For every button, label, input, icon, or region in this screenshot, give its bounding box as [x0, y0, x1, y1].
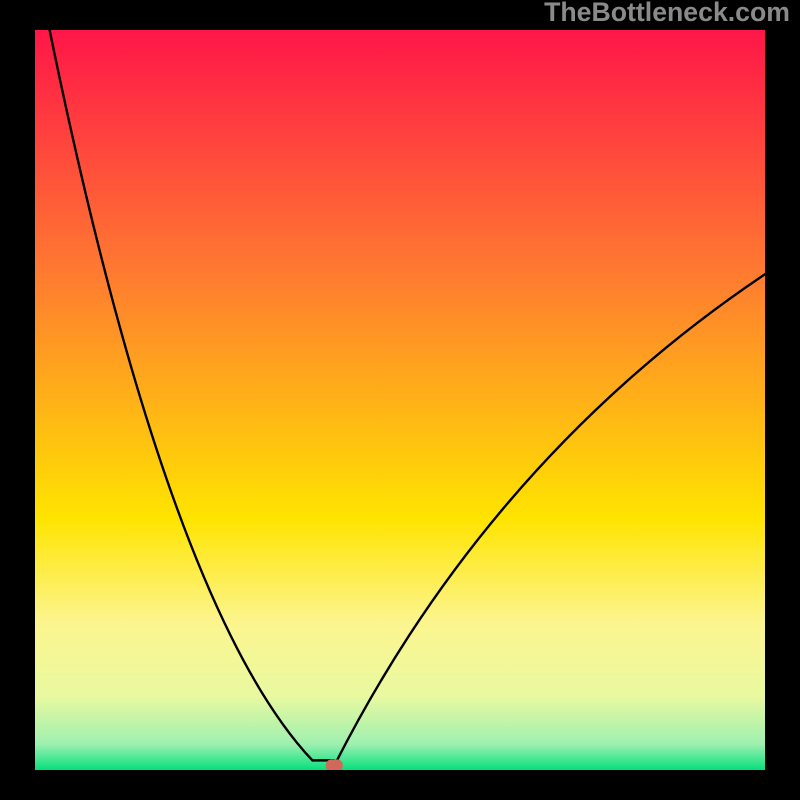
chart-stage: TheBottleneck.com	[0, 0, 800, 800]
gradient-background	[35, 30, 765, 770]
watermark-text: TheBottleneck.com	[544, 0, 790, 28]
bottleneck-chart	[35, 30, 765, 770]
bottleneck-dot	[326, 760, 342, 770]
